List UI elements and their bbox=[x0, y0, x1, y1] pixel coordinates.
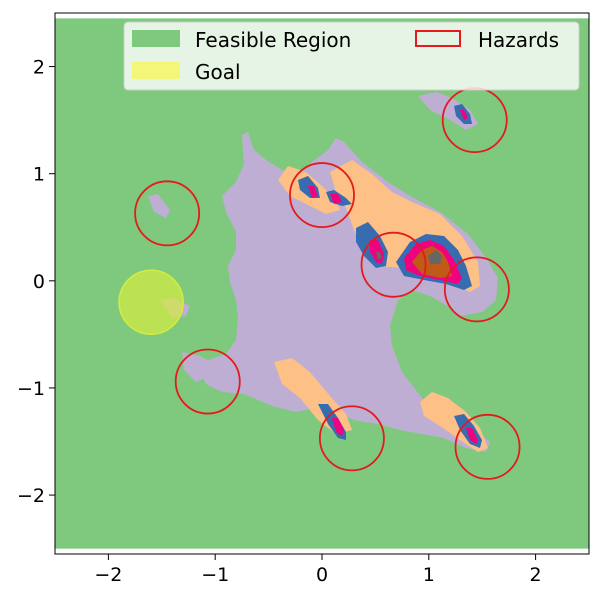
contour-fill bbox=[340, 324, 356, 362]
y-tick-label: 2 bbox=[33, 57, 45, 79]
x-axis-ticks: −2 −1 0 1 2 bbox=[94, 554, 542, 586]
x-tick-label: −2 bbox=[94, 564, 122, 586]
hazard-circle bbox=[443, 256, 510, 323]
legend: Feasible Region Goal Hazards bbox=[123, 21, 580, 91]
y-tick-label: 1 bbox=[33, 164, 45, 186]
x-tick-label: 0 bbox=[316, 564, 328, 586]
hazard-circle bbox=[360, 231, 427, 298]
contour-fill bbox=[460, 110, 468, 120]
legend-frame bbox=[123, 21, 580, 91]
y-tick-label: −2 bbox=[17, 485, 45, 507]
hazard-circle bbox=[174, 348, 241, 415]
x-tick-label: −1 bbox=[201, 564, 229, 586]
hazard-circle bbox=[318, 405, 385, 472]
contour-fill bbox=[428, 250, 442, 264]
plot-area bbox=[55, 18, 589, 549]
hazard-circle bbox=[289, 162, 355, 229]
contour-level-6 bbox=[376, 250, 442, 264]
legend-swatch-hazards bbox=[415, 30, 461, 47]
x-tick-label: 1 bbox=[423, 564, 435, 586]
legend-swatch-feasible-region bbox=[132, 30, 180, 47]
hazard-circle bbox=[134, 180, 201, 247]
contour-fill bbox=[308, 186, 318, 198]
contour-fill bbox=[466, 428, 478, 444]
legend-label-goal: Goal bbox=[195, 60, 241, 84]
contour-fill bbox=[330, 194, 342, 204]
legend-label-hazards: Hazards bbox=[478, 28, 559, 52]
legend-swatch-goal bbox=[132, 62, 180, 79]
legend-label-feasible-region: Feasible Region bbox=[195, 28, 351, 52]
contour-fill bbox=[332, 418, 344, 436]
goal-circle bbox=[118, 269, 184, 336]
hazards-layer bbox=[134, 87, 521, 480]
y-tick-label: 0 bbox=[33, 271, 45, 293]
contour-fill bbox=[182, 352, 214, 382]
contour-fill bbox=[148, 194, 170, 218]
y-tick-label: −1 bbox=[17, 378, 45, 400]
y-axis-ticks: 2 1 0 −1 −2 bbox=[17, 57, 55, 507]
hazard-circle bbox=[454, 413, 521, 480]
x-tick-label: 2 bbox=[530, 564, 542, 586]
contour-fill bbox=[376, 252, 382, 260]
